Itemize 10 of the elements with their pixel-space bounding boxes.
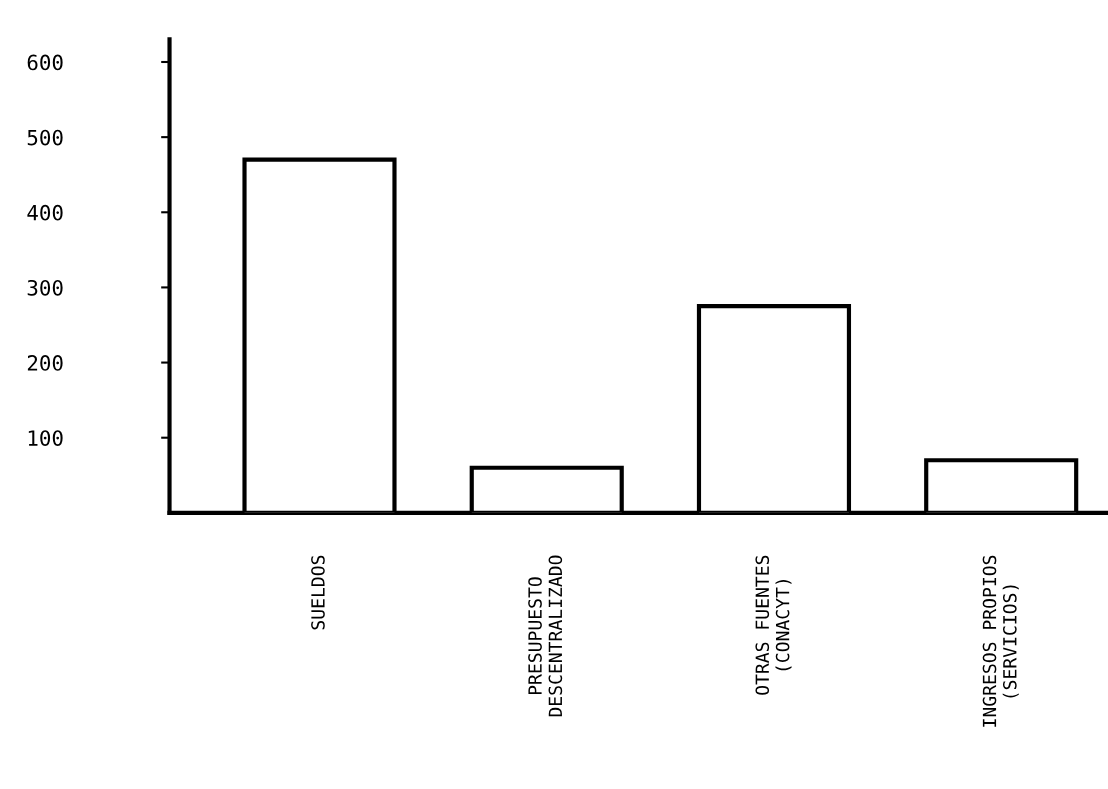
y-tick-label: 500: [27, 129, 63, 146]
x-tick-label: PRESUPUESTO DESCENTRALIZADO: [528, 555, 563, 717]
x-tick-label: OTRAS FUENTES (CONACYT): [755, 555, 792, 695]
x-tick-label: INGRESOS PROPIOS (SERVICIOS): [982, 555, 1019, 727]
x-tick-label: SUELDOS: [311, 555, 325, 630]
y-tick-label: 300: [27, 279, 63, 296]
y-tick-label: 200: [27, 355, 63, 371]
y-tick-label: 600: [27, 54, 63, 71]
y-tick-label: 400: [27, 204, 63, 221]
y-tick-label: 100: [28, 430, 63, 446]
